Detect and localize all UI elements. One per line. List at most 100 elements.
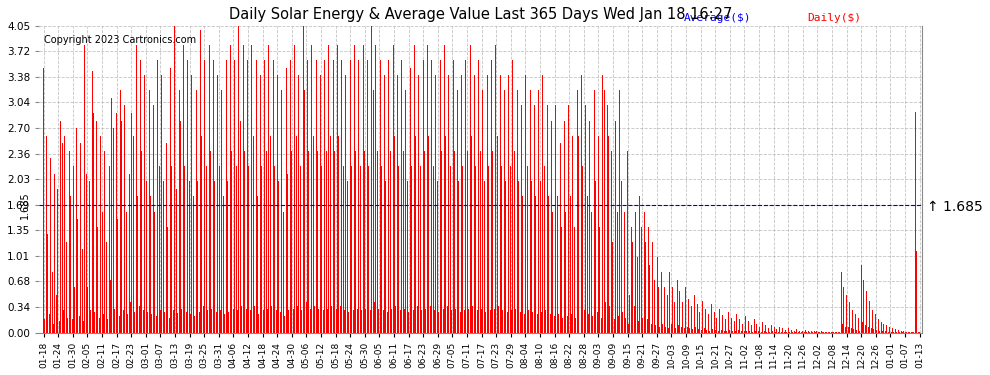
Bar xyxy=(828,332,829,333)
Bar xyxy=(456,90,457,333)
Bar xyxy=(374,303,375,333)
Bar xyxy=(775,332,776,333)
Bar xyxy=(451,310,452,333)
Bar xyxy=(475,166,476,333)
Bar xyxy=(504,90,505,333)
Bar xyxy=(842,324,843,333)
Bar xyxy=(177,313,178,333)
Bar xyxy=(368,166,369,333)
Bar xyxy=(734,321,735,333)
Bar xyxy=(466,151,468,333)
Bar xyxy=(358,60,359,333)
Bar xyxy=(293,309,294,333)
Bar xyxy=(494,309,495,333)
Bar xyxy=(694,295,695,333)
Bar xyxy=(749,331,750,333)
Bar xyxy=(401,60,402,333)
Bar xyxy=(175,189,176,333)
Bar xyxy=(254,306,255,333)
Bar xyxy=(465,60,466,333)
Bar xyxy=(794,330,795,333)
Bar xyxy=(514,151,515,333)
Bar xyxy=(133,136,134,333)
Bar xyxy=(143,310,144,333)
Bar xyxy=(600,227,601,333)
Bar xyxy=(838,332,839,333)
Bar xyxy=(779,327,780,333)
Bar xyxy=(440,60,441,333)
Bar xyxy=(324,60,325,333)
Bar xyxy=(301,310,302,333)
Bar xyxy=(691,306,692,333)
Bar xyxy=(908,332,909,333)
Bar xyxy=(643,318,644,333)
Bar xyxy=(426,309,427,333)
Bar xyxy=(140,60,141,333)
Bar xyxy=(568,105,569,333)
Bar xyxy=(584,310,585,333)
Bar xyxy=(679,291,680,333)
Bar xyxy=(906,332,907,333)
Bar xyxy=(724,330,725,333)
Bar xyxy=(549,314,550,333)
Bar xyxy=(523,196,524,333)
Bar xyxy=(214,181,215,333)
Bar xyxy=(206,166,207,333)
Bar xyxy=(711,304,712,333)
Bar xyxy=(595,181,596,333)
Bar xyxy=(472,306,473,333)
Bar xyxy=(199,312,200,333)
Bar xyxy=(264,60,265,333)
Bar xyxy=(65,242,67,333)
Bar xyxy=(685,287,686,333)
Bar xyxy=(785,330,786,333)
Bar xyxy=(427,45,428,333)
Bar xyxy=(310,309,311,333)
Bar xyxy=(227,181,228,333)
Bar xyxy=(300,166,301,333)
Bar xyxy=(197,181,198,333)
Bar xyxy=(455,309,456,333)
Bar xyxy=(345,310,346,333)
Bar xyxy=(865,325,866,333)
Bar xyxy=(914,332,915,333)
Bar xyxy=(232,151,233,333)
Bar xyxy=(155,316,156,333)
Bar xyxy=(733,330,734,333)
Bar xyxy=(896,332,897,333)
Bar xyxy=(194,316,195,333)
Bar xyxy=(408,312,409,333)
Bar xyxy=(746,330,747,333)
Bar xyxy=(655,325,656,333)
Bar xyxy=(420,166,421,333)
Bar xyxy=(272,60,273,333)
Bar xyxy=(188,181,189,333)
Bar xyxy=(86,174,87,333)
Bar xyxy=(364,151,365,333)
Bar xyxy=(840,332,841,333)
Bar xyxy=(698,329,699,333)
Bar xyxy=(404,309,405,333)
Bar xyxy=(170,68,171,333)
Bar xyxy=(832,332,833,333)
Bar xyxy=(548,196,549,333)
Bar xyxy=(750,325,751,333)
Bar xyxy=(384,75,385,333)
Bar xyxy=(117,219,118,333)
Bar xyxy=(565,211,566,333)
Bar xyxy=(84,45,85,333)
Bar xyxy=(878,319,879,333)
Bar xyxy=(213,60,214,333)
Bar xyxy=(298,75,299,333)
Bar xyxy=(332,306,333,333)
Bar xyxy=(270,136,271,333)
Bar xyxy=(290,60,291,333)
Bar xyxy=(634,306,635,333)
Bar xyxy=(45,319,46,333)
Bar xyxy=(789,332,790,333)
Bar xyxy=(200,30,201,333)
Bar xyxy=(497,136,498,333)
Bar xyxy=(604,90,605,333)
Bar xyxy=(391,309,392,333)
Bar xyxy=(621,181,622,333)
